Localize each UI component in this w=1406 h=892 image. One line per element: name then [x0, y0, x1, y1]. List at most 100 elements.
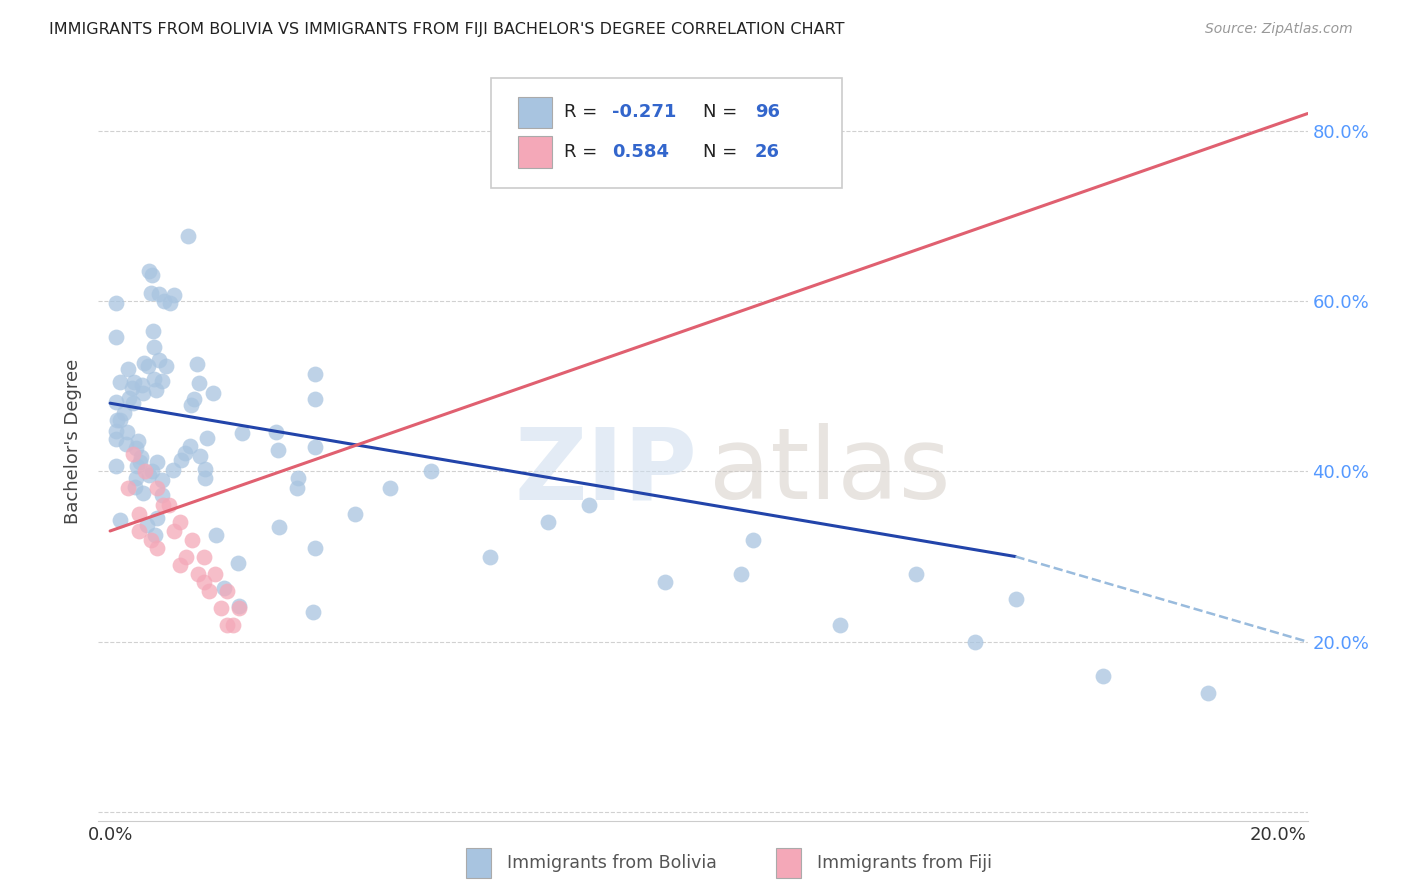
Point	[131, 386, 153, 401]
Point	[344, 507, 367, 521]
Point	[143, 340, 166, 354]
Text: N =: N =	[703, 103, 742, 121]
Text: atlas: atlas	[709, 424, 950, 520]
Point	[127, 434, 149, 448]
Text: Source: ZipAtlas.com: Source: ZipAtlas.com	[1205, 22, 1353, 37]
Text: IMMIGRANTS FROM BOLIVIA VS IMMIGRANTS FROM FIJI BACHELOR'S DEGREE CORRELATION CH: IMMIGRANTS FROM BOLIVIA VS IMMIGRANTS FR…	[49, 22, 845, 37]
Point	[420, 464, 443, 478]
Point	[163, 288, 186, 302]
Point	[105, 412, 128, 426]
Point	[148, 352, 170, 367]
Point	[136, 518, 159, 533]
Point	[180, 533, 202, 547]
Point	[163, 524, 186, 538]
Point	[186, 357, 208, 371]
Point	[104, 432, 127, 446]
Point	[132, 485, 155, 500]
Point	[104, 458, 127, 473]
Point	[304, 392, 326, 407]
Text: 26: 26	[755, 143, 780, 161]
Bar	[517, 136, 553, 168]
Bar	[517, 96, 553, 128]
Point	[128, 455, 150, 469]
Point	[104, 424, 127, 438]
Text: ZIP: ZIP	[515, 424, 697, 520]
Point	[197, 431, 219, 445]
Point	[287, 471, 309, 485]
Point	[128, 524, 150, 538]
Point	[228, 599, 250, 614]
Point	[201, 385, 224, 400]
Bar	[776, 848, 801, 878]
Point	[134, 464, 156, 478]
Text: N =: N =	[703, 143, 742, 161]
Point	[578, 499, 600, 513]
Point	[125, 458, 148, 473]
Text: R =: R =	[564, 103, 603, 121]
Point	[183, 392, 205, 406]
Point	[176, 229, 198, 244]
Point	[146, 455, 169, 469]
Point	[204, 566, 226, 581]
Point	[128, 507, 150, 521]
Point	[122, 447, 145, 461]
Point	[905, 566, 928, 581]
Point	[304, 440, 326, 454]
Point	[537, 516, 560, 530]
Text: -0.271: -0.271	[613, 103, 676, 121]
Point	[188, 376, 211, 390]
Point	[141, 268, 163, 282]
Point	[146, 541, 169, 555]
Point	[138, 468, 160, 483]
Point	[963, 634, 986, 648]
Point	[152, 499, 174, 513]
Point	[478, 549, 501, 564]
Point	[118, 391, 141, 405]
Point	[215, 617, 238, 632]
Point	[162, 463, 184, 477]
Point	[121, 396, 143, 410]
Text: 0.584: 0.584	[613, 143, 669, 161]
Point	[125, 442, 148, 456]
Point	[264, 425, 287, 440]
Point	[222, 617, 245, 632]
Point	[132, 356, 155, 370]
Point	[150, 488, 173, 502]
Point	[142, 372, 165, 386]
Point	[129, 450, 152, 465]
Point	[121, 381, 143, 395]
Point	[741, 533, 763, 547]
Text: Immigrants from Fiji: Immigrants from Fiji	[817, 854, 993, 872]
Point	[169, 558, 191, 572]
Point	[1197, 686, 1219, 700]
Point	[117, 482, 139, 496]
Point	[730, 566, 752, 581]
Text: R =: R =	[564, 143, 603, 161]
Point	[198, 583, 221, 598]
Point	[180, 398, 202, 412]
Point	[205, 528, 228, 542]
Point	[187, 566, 209, 581]
FancyBboxPatch shape	[492, 78, 842, 187]
Point	[380, 482, 402, 496]
Point	[112, 406, 135, 420]
Point	[215, 583, 238, 598]
Point	[145, 510, 167, 524]
Point	[212, 581, 235, 595]
Point	[138, 264, 160, 278]
Point	[188, 449, 211, 463]
Point	[169, 516, 191, 530]
Point	[110, 513, 132, 527]
Point	[150, 474, 173, 488]
Text: Immigrants from Bolivia: Immigrants from Bolivia	[508, 854, 717, 872]
Point	[142, 324, 165, 338]
Point	[146, 482, 169, 496]
Point	[174, 445, 197, 459]
Point	[117, 362, 139, 376]
Point	[1092, 669, 1115, 683]
Point	[578, 106, 600, 120]
Point	[304, 368, 326, 382]
Point	[115, 437, 138, 451]
Point	[153, 294, 176, 309]
Point	[136, 359, 159, 373]
